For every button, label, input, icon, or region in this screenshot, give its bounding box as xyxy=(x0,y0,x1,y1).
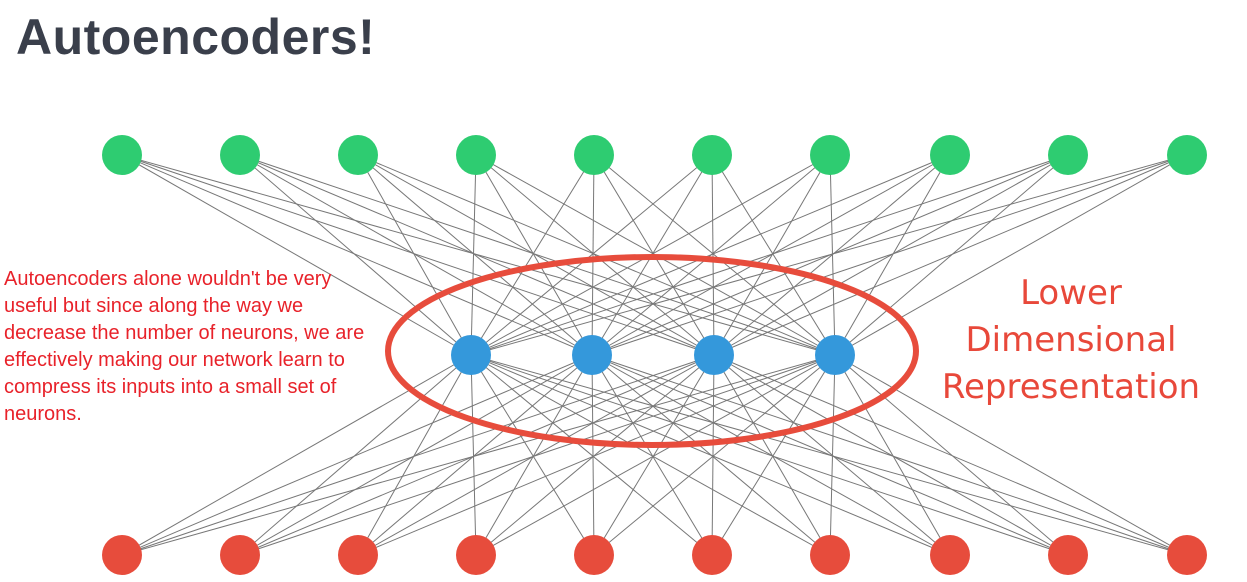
input-neuron xyxy=(810,135,850,175)
connection-edge xyxy=(239,154,715,356)
connection-edge xyxy=(121,154,472,356)
output-neuron xyxy=(1167,535,1207,575)
latent-neuron xyxy=(572,335,612,375)
latent-label-line: Representation xyxy=(941,367,1201,407)
connection-edge xyxy=(470,154,595,356)
connection-edge xyxy=(591,354,1069,556)
input-neuron xyxy=(456,135,496,175)
latent-highlight-ellipse xyxy=(385,254,919,448)
connection-edge xyxy=(470,354,831,556)
explanation-note: Autoencoders alone wouldn't be very usef… xyxy=(4,268,365,425)
connection-edge xyxy=(711,154,836,356)
connection-edge xyxy=(121,354,836,556)
latent-neuron xyxy=(815,335,855,375)
connection-edge xyxy=(357,154,593,356)
output-neuron xyxy=(1048,535,1088,575)
connection-edge xyxy=(239,154,593,356)
connection-edge xyxy=(834,354,1069,556)
connection-edge xyxy=(829,354,836,556)
latent-neuron xyxy=(451,335,491,375)
output-neuron xyxy=(456,535,496,575)
connection-edge xyxy=(475,354,715,556)
connection-edge xyxy=(357,354,472,556)
input-neuron xyxy=(574,135,614,175)
connection-edge xyxy=(121,354,715,556)
connection-edge xyxy=(357,354,593,556)
connection-edge xyxy=(357,354,836,556)
connection-edge xyxy=(713,354,831,556)
connection-edge xyxy=(239,354,472,556)
input-neuron xyxy=(1167,135,1207,175)
connection-edge xyxy=(475,354,836,556)
connection-edge xyxy=(121,154,593,356)
latent-label-line: Lower xyxy=(1020,273,1122,313)
connection-edge xyxy=(711,354,715,556)
connection-edge xyxy=(591,354,595,556)
connection-edge xyxy=(593,354,715,556)
connection-edge xyxy=(713,354,1188,556)
connection-edge xyxy=(591,154,595,356)
connection-edge xyxy=(239,354,593,556)
connection-edge xyxy=(470,154,713,356)
output-neuron xyxy=(810,535,850,575)
latent-label-line: Dimensional xyxy=(965,320,1177,360)
connection-edge xyxy=(239,154,836,356)
connection-edge xyxy=(593,354,836,556)
connection-edge xyxy=(711,354,836,556)
input-neuron xyxy=(338,135,378,175)
input-neuron xyxy=(1048,135,1088,175)
connection-edge xyxy=(470,154,1188,356)
connection-edge xyxy=(470,354,713,556)
latent-neuron xyxy=(694,335,734,375)
output-neuron xyxy=(338,535,378,575)
connection-edge xyxy=(357,154,715,356)
connection-edge xyxy=(834,354,951,556)
output-neuron xyxy=(692,535,732,575)
slide-title: Autoencoders! xyxy=(16,9,376,65)
output-neuron xyxy=(930,535,970,575)
connection-edge xyxy=(470,354,595,556)
connection-edge xyxy=(470,154,477,356)
connection-edge xyxy=(470,354,1069,556)
connection-edge xyxy=(357,154,472,356)
input-neuron xyxy=(220,135,260,175)
connection-edge xyxy=(713,154,951,356)
connection-edge xyxy=(470,154,1069,356)
output-neuron xyxy=(220,535,260,575)
connection-edge xyxy=(713,354,1069,556)
connection-edge xyxy=(834,154,951,356)
connection-edge xyxy=(470,154,951,356)
connection-edge xyxy=(239,354,836,556)
connection-edge xyxy=(593,154,836,356)
connection-edge xyxy=(713,154,1188,356)
connection-edge xyxy=(591,354,713,556)
connection-edge xyxy=(121,354,593,556)
connection-edge xyxy=(711,154,715,356)
input-neuron xyxy=(692,135,732,175)
connection-edge xyxy=(475,354,593,556)
connection-edge xyxy=(591,354,1188,556)
connection-edge xyxy=(239,154,472,356)
connection-edge xyxy=(121,154,836,356)
connection-edge xyxy=(475,154,593,356)
connection-edge xyxy=(121,154,715,356)
connection-edge xyxy=(591,354,831,556)
input-neuron xyxy=(930,135,970,175)
connection-edge xyxy=(475,154,715,356)
output-neuron xyxy=(102,535,142,575)
connection-edge xyxy=(591,354,951,556)
latent-label: Lower Dimensional Representation xyxy=(935,270,1207,411)
connection-edge xyxy=(357,154,836,356)
connection-edge xyxy=(591,154,1188,356)
output-neuron xyxy=(574,535,614,575)
connection-edge xyxy=(834,154,1188,356)
connection-edge xyxy=(470,354,477,556)
neurons xyxy=(102,135,1207,575)
connections xyxy=(121,154,1188,556)
input-neuron xyxy=(102,135,142,175)
